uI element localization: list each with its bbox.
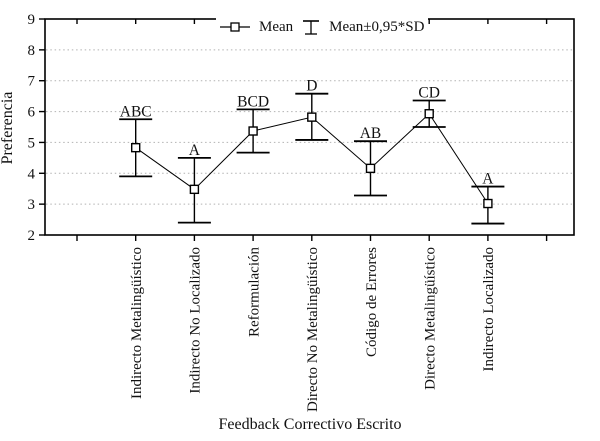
error-bar-glyph bbox=[303, 19, 320, 35]
mean-marker bbox=[483, 198, 493, 209]
y-tick-label: 9 bbox=[28, 12, 36, 28]
legend: Mean Mean±0,95*SD bbox=[216, 17, 429, 37]
category-label: Indirecto Metalingüístico bbox=[129, 247, 145, 399]
category-label: Directo No Metalingüístico bbox=[305, 247, 321, 412]
y-tick-label: 4 bbox=[28, 166, 36, 182]
significance-label: AB bbox=[360, 125, 382, 142]
y-tick-label: 6 bbox=[28, 105, 36, 121]
plot-frame bbox=[44, 18, 575, 236]
y-tick-label: 8 bbox=[28, 43, 36, 59]
significance-label: A bbox=[482, 171, 494, 188]
significance-label: ABC bbox=[120, 103, 152, 120]
legend-label-error: Mean±0,95*SD bbox=[329, 18, 425, 35]
significance-label: BCD bbox=[237, 93, 269, 110]
mean-marker bbox=[365, 163, 376, 174]
mean-markers bbox=[130, 109, 493, 209]
significance-label: D bbox=[306, 78, 317, 95]
y-tick-label: 7 bbox=[28, 74, 36, 90]
gridlines bbox=[46, 49, 573, 205]
category-label: Indirecto Localizado bbox=[481, 247, 497, 372]
category-labels: Indirecto Metalingüístico Indirecto No Lo… bbox=[129, 247, 497, 412]
significance-label: A bbox=[189, 142, 201, 159]
category-label: Indirecto No Localizado bbox=[188, 247, 204, 394]
mean-marker bbox=[189, 184, 200, 195]
y-tick-label: 2 bbox=[28, 228, 36, 244]
y-axis-title: Preferencia bbox=[0, 91, 16, 165]
significance-label: CD bbox=[418, 84, 440, 101]
mean-marker bbox=[248, 126, 258, 136]
y-axis: 2 3 4 5 6 7 8 9 bbox=[28, 12, 45, 244]
category-label: Código de Errores bbox=[364, 247, 380, 357]
category-label: Reformulación bbox=[246, 247, 262, 337]
y-tick-label: 5 bbox=[28, 135, 36, 151]
mean-marker bbox=[424, 109, 434, 119]
category-label: Directo Metalingüístico bbox=[422, 247, 438, 390]
y-tick-label: 3 bbox=[28, 197, 36, 213]
mean-marker-glyph bbox=[220, 22, 250, 32]
mean-marker bbox=[130, 142, 141, 153]
mean-marker bbox=[307, 112, 317, 122]
legend-label-mean: Mean bbox=[259, 18, 294, 35]
x-axis-title: Feedback Correctivo Escrito bbox=[218, 416, 402, 433]
